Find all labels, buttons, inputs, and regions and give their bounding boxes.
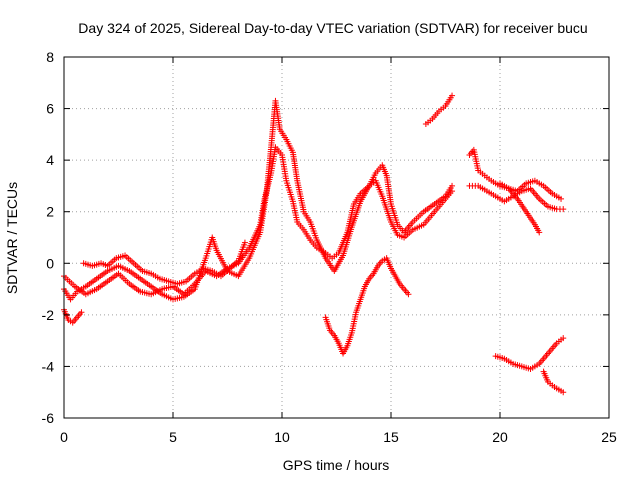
y-tick-label: -4 — [42, 358, 55, 374]
y-tick-label: 2 — [46, 204, 54, 220]
x-tick-label: 20 — [492, 429, 508, 445]
series-arc-k — [540, 368, 567, 396]
y-tick-label: 4 — [46, 152, 54, 168]
chart-title: Day 324 of 2025, Sidereal Day-to-day VTE… — [78, 20, 587, 36]
y-tick-label: -6 — [42, 410, 55, 426]
y-tick-label: 6 — [46, 101, 54, 117]
series-arc-i — [497, 180, 543, 236]
x-tick-label: 10 — [274, 429, 290, 445]
x-tick-label: 15 — [383, 429, 399, 445]
series-arc-j — [492, 335, 567, 373]
series-arc-f — [422, 92, 456, 128]
y-tick-label: 0 — [46, 255, 54, 271]
x-tick-label: 25 — [601, 429, 617, 445]
y-tick-label: 8 — [46, 49, 54, 65]
series-arc-e — [322, 255, 412, 357]
x-axis-label: GPS time / hours — [283, 457, 390, 473]
tick-layer: 0 5 10 15 20 25 -6 -4 -2 0 2 4 6 8 — [42, 49, 617, 445]
x-tick-label: 0 — [60, 429, 68, 445]
y-tick-label: -2 — [42, 307, 55, 323]
y-axis-label: SDTVAR / TECUs — [4, 182, 20, 294]
data-layer — [61, 92, 567, 396]
series-arc-c — [80, 239, 248, 287]
x-tick-label: 5 — [169, 429, 177, 445]
plot-frame — [63, 56, 610, 419]
